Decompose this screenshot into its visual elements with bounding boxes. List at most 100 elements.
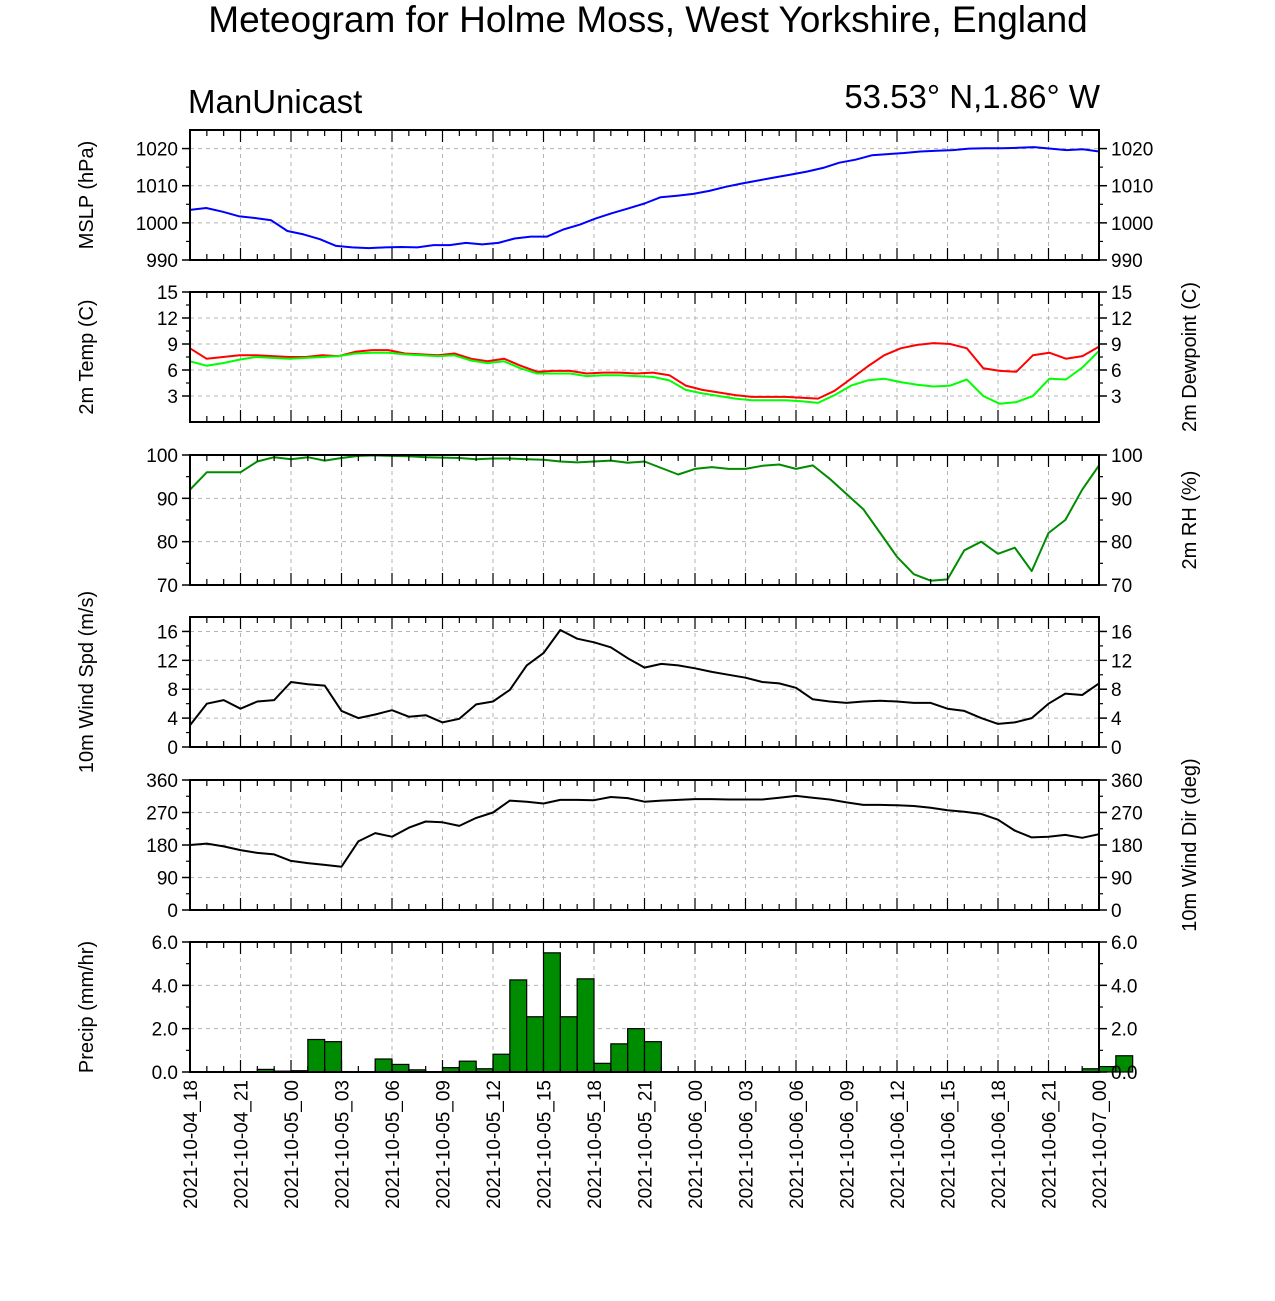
x-tick-label: 2021-10-04_21 [232,1080,253,1209]
precip-bar [643,1041,662,1073]
wind-speed-panel: 0 0 4 4 8 8 12 12 16 16 10m Wind Spd (m/s) [76,591,1132,773]
y-axis-title-left: Precip (mm/hr) [76,941,98,1073]
y-tick-label: 0.0 [152,1063,178,1084]
y-tick-label: 360 [1111,771,1143,792]
precip-bar [324,1041,343,1073]
y-tick-label: 180 [1111,836,1143,857]
y-tick-label: 2.0 [152,1020,178,1041]
precip-bar [526,1016,545,1073]
x-tick-label: 2021-10-05_15 [535,1080,556,1209]
y-tick-label: 3 [167,387,178,408]
x-tick-label: 2021-10-06_06 [787,1080,808,1209]
y-tick-label: 15 [1111,283,1132,304]
mslp-panel: 990 990 1000 1000 1010 1010 1020 1020 MSLP (hPa) [76,129,1153,272]
y-tick-label: 6 [167,361,178,382]
wind-direction-panel: 0 0 90 90 180 180 270 270 360 360 10m Wind Dir (de… [146,758,1201,931]
series-line-mslp [189,146,1100,250]
y-tick-label: 0.0 [1111,1063,1137,1084]
y-tick-label: 80 [1111,533,1132,554]
y-tick-label: 12 [157,651,178,672]
precip-bar [627,1028,646,1073]
precip-bar [509,979,528,1073]
temperature-panel: 3 3 6 6 9 9 12 12 15 15 2m Temp (C) 2m Dewpoint (C) [76,282,1201,432]
x-tick-label: 2021-10-05_12 [484,1080,505,1209]
x-tick-label: 2021-10-05_06 [383,1080,404,1209]
y-axis-title-left: 10m Wind Spd (m/s) [76,591,98,773]
y-tick-label: 90 [1111,489,1132,510]
y-tick-label: 9 [1111,335,1122,356]
precip-bar [576,978,595,1073]
y-tick-label: 8 [167,680,178,701]
x-tick-label: 2021-10-04_18 [181,1080,202,1209]
x-tick-label: 2021-10-05_00 [282,1080,303,1209]
y-tick-label: 6.0 [152,933,178,954]
y-tick-label: 15 [157,283,178,304]
y-tick-label: 16 [1111,622,1132,643]
y-tick-label: 0 [167,738,178,759]
y-axis-title-left: 2m Temp (C) [76,299,98,414]
y-axis-title-left: MSLP (hPa) [76,141,98,250]
y-tick-label: 270 [1111,804,1143,825]
y-tick-label: 4.0 [152,976,178,997]
y-tick-label: 990 [1111,251,1143,272]
y-axis-title-right: 10m Wind Dir (deg) [1179,758,1201,931]
y-tick-label: 90 [157,489,178,510]
y-tick-label: 6 [1111,361,1122,382]
series-line-wind [189,794,1100,868]
x-tick-label: 2021-10-06_21 [1040,1080,1061,1209]
y-tick-label: 80 [157,533,178,554]
x-tick-label: 2021-10-06_03 [737,1080,758,1209]
y-tick-label: 1020 [136,140,178,161]
y-axis-title-right: 2m RH (%) [1179,471,1201,570]
y-tick-label: 4 [1111,709,1122,730]
y-tick-label: 9 [167,335,178,356]
y-tick-label: 8 [1111,680,1122,701]
chart-title: Meteogram for Holme Moss, West Yorkshire… [208,0,1087,40]
x-tick-label: 2021-10-07_00 [1090,1080,1111,1209]
precip-bar [610,1043,629,1073]
x-tick-label: 2021-10-05_09 [434,1080,455,1209]
y-tick-label: 4 [167,709,178,730]
precip-bar [492,1053,511,1073]
precip-bar [307,1038,326,1073]
y-tick-label: 0 [1111,901,1122,922]
y-tick-label: 12 [157,309,178,330]
y-tick-label: 990 [146,251,178,272]
precip-panel: 0.0 0.0 2.0 2.0 4.0 4.0 6.0 6.0 Precip (mm/hr) [76,933,1137,1084]
y-axis-title-right: 2m Dewpoint (C) [1179,282,1201,432]
precip-bar [593,1062,612,1073]
precip-bar [542,952,561,1073]
y-tick-label: 90 [157,869,178,890]
x-tick-label: 2021-10-06_12 [888,1080,909,1209]
y-tick-label: 180 [146,836,178,857]
series-line-dewpoint [189,350,1100,405]
series-line-wind [189,629,1100,726]
x-tick-label: 2021-10-06_00 [686,1080,707,1209]
y-tick-label: 4.0 [1111,976,1137,997]
model-label: ManUnicast [188,83,362,120]
x-tick-label: 2021-10-05_03 [333,1080,354,1209]
precip-bar [1115,1055,1134,1073]
y-tick-label: 12 [1111,651,1132,672]
time-axis: 2021-10-04_18 2021-10-04_21 2021-10-05_00 2… [181,1080,1111,1209]
y-tick-label: 1000 [1111,214,1153,235]
y-tick-label: 90 [1111,869,1132,890]
y-tick-label: 16 [157,622,178,643]
y-tick-label: 270 [146,804,178,825]
y-tick-label: 70 [1111,576,1132,597]
y-tick-label: 1020 [1111,140,1153,161]
y-tick-label: 100 [146,446,178,467]
y-tick-label: 0 [167,901,178,922]
y-tick-label: 70 [157,576,178,597]
precip-bar [458,1060,477,1073]
y-tick-label: 1000 [136,214,178,235]
y-tick-label: 0 [1111,738,1122,759]
precip-bar [391,1063,410,1073]
y-tick-label: 12 [1111,309,1132,330]
y-tick-label: 1010 [1111,177,1153,198]
y-tick-label: 2.0 [1111,1020,1137,1041]
x-tick-label: 2021-10-05_21 [636,1080,657,1209]
x-tick-label: 2021-10-06_15 [939,1080,960,1209]
